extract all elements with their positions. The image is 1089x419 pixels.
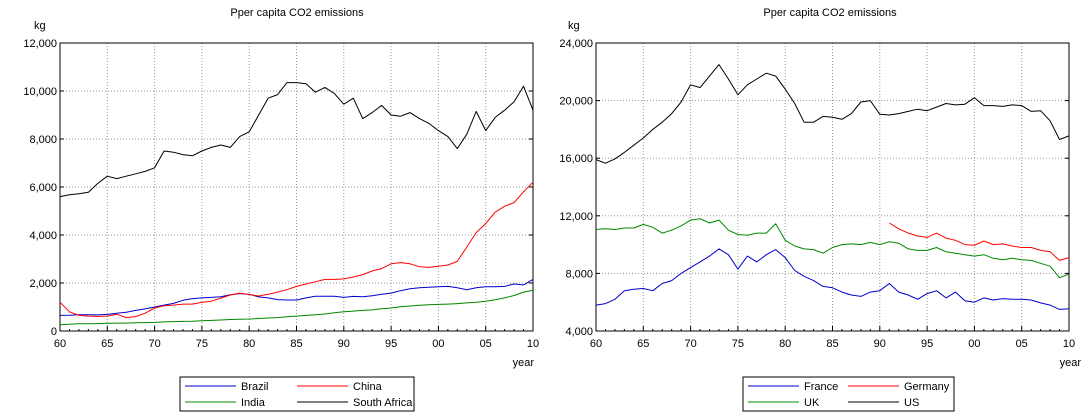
chart-left-ytick-label: 8,000 <box>29 134 57 146</box>
chart-right-xtick-label: 80 <box>779 338 791 350</box>
chart-right-grid <box>596 43 1069 331</box>
chart-left: Pper capita CO2 emissions kg year 0 2,000… <box>23 7 539 412</box>
chart-left-xtick-label: 60 <box>54 338 66 350</box>
chart-left-grid <box>60 43 533 331</box>
chart-right-xtick-label: 95 <box>921 338 933 350</box>
chart-left-axes: 0 2,000 4,000 6,000 8,000 10,000 12,000 60 65 70 7… <box>23 38 539 350</box>
series-line-china <box>59 181 534 319</box>
chart-right-ylabel: kg <box>568 20 580 32</box>
legend-label-china: China <box>353 381 383 393</box>
chart-left-legend-box <box>179 376 415 412</box>
chart-left-xlabel: year <box>513 357 535 369</box>
chart-right-ytick-label: 4,000 <box>565 326 593 338</box>
chart-right-ytick-label: 8,000 <box>565 268 593 280</box>
chart-left-xtick-label: 10 <box>527 338 539 350</box>
chart-right-xlabel: year <box>1060 357 1082 369</box>
chart-right-xtick-label: 60 <box>590 338 602 350</box>
chart-left-ylabel: kg <box>34 20 46 32</box>
chart-right-series-lines <box>595 64 1070 310</box>
series-line-south-africa <box>59 82 534 198</box>
chart-left-ytick-label: 10,000 <box>23 86 57 98</box>
legend-label-us: US <box>904 397 919 409</box>
series-line-us <box>595 64 1070 164</box>
chart-left-xtick-label: 90 <box>338 338 350 350</box>
chart-right-ytick-label: 24,000 <box>559 38 593 50</box>
chart-right-ytick-label: 16,000 <box>559 153 593 165</box>
series-line-brazil <box>59 278 534 316</box>
chart-left-xtick-label: 65 <box>101 338 113 350</box>
series-line-germany <box>889 222 1070 261</box>
chart-left-xtick-label: 00 <box>432 338 444 350</box>
chart-left-title: Pper capita CO2 emissions <box>230 7 364 19</box>
chart-right-xtick-label: 75 <box>732 338 744 350</box>
series-line-france <box>595 248 1070 310</box>
chart-left-ytick-label: 0 <box>51 326 57 338</box>
chart-right-legend: France Germany UK US <box>742 376 955 412</box>
chart-right-legend-box <box>742 376 955 412</box>
legend-label-brazil: Brazil <box>241 381 269 393</box>
chart-left-ytick-label: 6,000 <box>29 182 57 194</box>
legend-label-india: India <box>241 397 266 409</box>
legend-label-uk: UK <box>804 397 820 409</box>
series-line-india <box>59 289 534 326</box>
legend-label-germany: Germany <box>904 381 950 393</box>
chart-right-xtick-label: 90 <box>874 338 886 350</box>
chart-left-series-lines <box>59 82 534 326</box>
chart-right-xtick-label: 10 <box>1063 338 1075 350</box>
legend-label-france: France <box>804 381 838 393</box>
chart-right-title: Pper capita CO2 emissions <box>763 7 897 19</box>
chart-right: Pper capita CO2 emissions kg year 4,000 8… <box>559 7 1082 412</box>
chart-right-xtick-label: 70 <box>684 338 696 350</box>
chart-right-xtick-label: 00 <box>968 338 980 350</box>
chart-right-xtick-label: 65 <box>637 338 649 350</box>
chart-left-xtick-label: 05 <box>480 338 492 350</box>
chart-left-xtick-label: 80 <box>243 338 255 350</box>
chart-left-xtick-label: 85 <box>290 338 302 350</box>
chart-left-xtick-label: 95 <box>385 338 397 350</box>
chart-left-ytick-label: 2,000 <box>29 278 57 290</box>
chart-right-xtick-label: 05 <box>1016 338 1028 350</box>
chart-left-ytick-label: 4,000 <box>29 230 57 242</box>
chart-left-ytick-label: 12,000 <box>23 38 57 50</box>
chart-right-xtick-label: 85 <box>826 338 838 350</box>
chart-right-axes: 4,000 8,000 12,000 16,000 20,000 24,000 60 65 70… <box>559 38 1075 350</box>
chart-left-xtick-label: 70 <box>148 338 160 350</box>
chart-right-ytick-label: 20,000 <box>559 96 593 108</box>
chart-right-ytick-label: 12,000 <box>559 211 593 223</box>
legend-label-south-africa: South Africa <box>353 397 413 409</box>
chart-left-xtick-label: 75 <box>196 338 208 350</box>
series-line-uk <box>595 218 1070 279</box>
chart-left-legend: Brazil China India South Africa <box>179 376 415 412</box>
